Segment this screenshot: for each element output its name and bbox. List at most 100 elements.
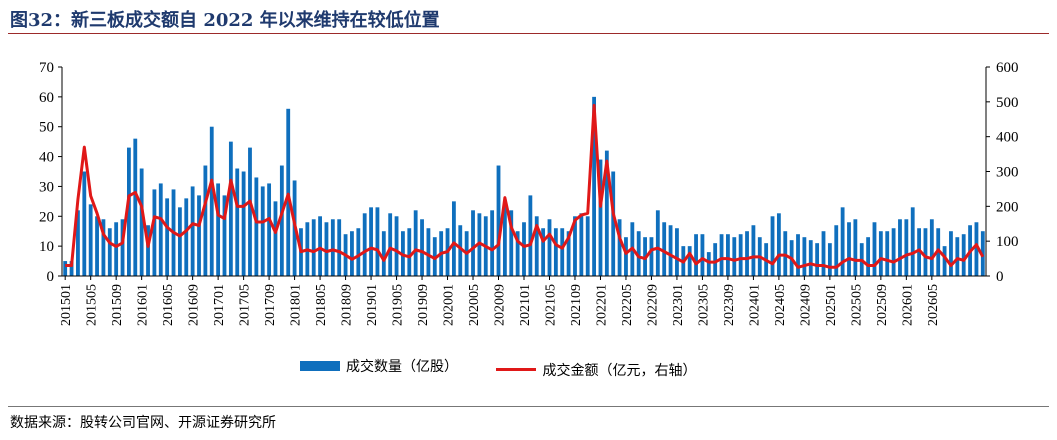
volume-bar bbox=[847, 222, 851, 276]
volume-bar bbox=[668, 225, 673, 276]
legend-item-amount: 成交金额（亿元，右轴） bbox=[496, 360, 696, 380]
x-tick-label: 202209 bbox=[645, 284, 660, 326]
volume-bar bbox=[655, 210, 660, 276]
volume-bar bbox=[917, 228, 921, 276]
volume-bar bbox=[375, 207, 380, 276]
volume-bar bbox=[796, 234, 800, 276]
x-tick-label: 202401 bbox=[747, 284, 762, 326]
x-tick-label: 201801 bbox=[289, 284, 304, 326]
volume-bar bbox=[107, 228, 112, 276]
volume-bar bbox=[611, 171, 616, 276]
volume-bar bbox=[496, 165, 501, 276]
volume-bar bbox=[974, 222, 979, 276]
volume-bar bbox=[311, 219, 316, 276]
volume-bar bbox=[942, 246, 947, 276]
volume-bar bbox=[69, 261, 74, 276]
y-tick-label-left: 30 bbox=[39, 179, 54, 195]
volume-bar bbox=[458, 225, 463, 276]
volume-bar bbox=[235, 168, 240, 276]
x-tick-label: 202309 bbox=[722, 284, 737, 326]
volume-bar bbox=[579, 213, 584, 276]
x-tick-label: 201909 bbox=[416, 284, 431, 326]
volume-bar bbox=[209, 126, 214, 277]
chart-title: 图32：新三板成交额自 2022 年以来维持在较低位置 bbox=[10, 10, 440, 31]
x-tick-label: 201609 bbox=[187, 284, 202, 326]
volume-bar bbox=[866, 237, 871, 276]
volume-bar bbox=[76, 210, 80, 276]
volume-bar bbox=[394, 216, 399, 276]
x-tick-label: 201805 bbox=[314, 284, 329, 326]
volume-bar bbox=[515, 231, 520, 276]
volume-bar bbox=[949, 231, 953, 276]
volume-bar bbox=[139, 168, 144, 276]
volume-bar bbox=[273, 201, 278, 276]
x-tick-label: 202009 bbox=[493, 284, 508, 326]
volume-bar bbox=[267, 183, 272, 276]
volume-bar bbox=[776, 213, 781, 276]
volume-bar bbox=[738, 234, 743, 276]
x-tick-label: 202205 bbox=[620, 284, 635, 326]
x-tick-label: 202601 bbox=[900, 284, 915, 326]
x-tick-label: 202405 bbox=[773, 284, 788, 326]
volume-bar bbox=[197, 195, 201, 276]
x-tick-label: 201605 bbox=[161, 284, 176, 326]
volume-bar bbox=[751, 225, 756, 276]
volume-bar bbox=[878, 231, 883, 276]
y-tick-label-left: 50 bbox=[39, 120, 54, 136]
x-tick-label: 202605 bbox=[926, 284, 941, 326]
x-tick-label: 202001 bbox=[442, 284, 457, 326]
volume-bar bbox=[713, 243, 718, 276]
x-tick-label: 202509 bbox=[875, 284, 890, 326]
volume-bar bbox=[471, 210, 475, 276]
volume-bar bbox=[95, 216, 99, 276]
volume-bar bbox=[330, 219, 335, 276]
volume-bar bbox=[534, 216, 539, 276]
x-tick-label: 202005 bbox=[467, 284, 482, 326]
volume-bar bbox=[872, 222, 877, 276]
volume-bar bbox=[184, 198, 189, 276]
volume-bar bbox=[522, 222, 526, 276]
y-tick-label-right: 500 bbox=[996, 95, 1019, 111]
volume-bar bbox=[362, 213, 367, 276]
volume-bar bbox=[426, 228, 431, 276]
volume-bar bbox=[120, 219, 125, 276]
series-line-amount bbox=[65, 103, 985, 269]
volume-bar bbox=[834, 225, 839, 276]
volume-bar bbox=[260, 186, 265, 276]
volume-bar bbox=[961, 234, 966, 276]
volume-bar bbox=[177, 207, 182, 276]
x-tick-label: 202105 bbox=[543, 284, 558, 326]
volume-bar bbox=[885, 231, 890, 276]
volume-bar bbox=[923, 228, 928, 276]
volume-bar bbox=[853, 219, 858, 276]
y-tick-label-right: 200 bbox=[996, 199, 1019, 215]
volume-bar bbox=[904, 219, 909, 276]
volume-bar bbox=[598, 159, 603, 276]
combo-chart: 0 10 20 30 40 50 60 70 0 100 200 300 400 500 600 201501… bbox=[39, 60, 1019, 326]
x-tick-label: 202109 bbox=[569, 284, 584, 326]
volume-bar bbox=[158, 183, 163, 276]
legend: 成交数量（亿股） 成交金额（亿元，右轴） bbox=[300, 356, 730, 380]
x-tick-label: 201905 bbox=[391, 284, 406, 326]
volume-bar bbox=[279, 165, 284, 276]
volume-bar bbox=[929, 219, 934, 276]
volume-bar bbox=[585, 216, 590, 276]
volume-bar bbox=[369, 207, 373, 276]
volume-bar bbox=[420, 219, 424, 276]
volume-bar bbox=[719, 234, 724, 276]
volume-bar bbox=[407, 228, 412, 276]
x-tick-label: 201901 bbox=[365, 284, 380, 326]
volume-bar bbox=[63, 261, 68, 276]
x-tick-label: 201709 bbox=[263, 284, 278, 326]
x-tick-label: 201509 bbox=[110, 284, 125, 326]
volume-bar bbox=[604, 150, 609, 276]
volume-bar bbox=[706, 252, 711, 276]
volume-bar bbox=[203, 165, 208, 276]
volume-bar bbox=[82, 171, 87, 276]
x-tick-label: 201505 bbox=[85, 284, 100, 326]
legend-item-volume: 成交数量（亿股） bbox=[300, 356, 458, 376]
volume-bar bbox=[675, 228, 679, 276]
x-tick-label: 202101 bbox=[518, 284, 533, 326]
volume-bar bbox=[165, 198, 170, 276]
volume-bar bbox=[228, 141, 233, 276]
